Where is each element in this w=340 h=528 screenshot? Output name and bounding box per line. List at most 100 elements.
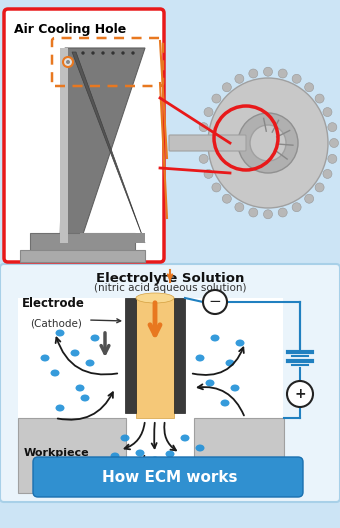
Ellipse shape xyxy=(278,69,287,78)
Polygon shape xyxy=(72,52,145,243)
Ellipse shape xyxy=(199,122,208,131)
Circle shape xyxy=(102,52,104,54)
Ellipse shape xyxy=(292,74,301,83)
Ellipse shape xyxy=(40,354,50,362)
Ellipse shape xyxy=(186,467,194,474)
Text: How ECM works: How ECM works xyxy=(102,469,238,485)
Polygon shape xyxy=(60,48,145,243)
Circle shape xyxy=(92,52,94,54)
FancyBboxPatch shape xyxy=(4,9,164,262)
Ellipse shape xyxy=(125,469,135,476)
Ellipse shape xyxy=(51,370,59,376)
Ellipse shape xyxy=(212,183,221,192)
Ellipse shape xyxy=(225,360,235,366)
FancyArrowPatch shape xyxy=(58,392,113,420)
Ellipse shape xyxy=(204,169,213,178)
Ellipse shape xyxy=(305,194,314,203)
Ellipse shape xyxy=(212,94,221,103)
FancyBboxPatch shape xyxy=(30,233,135,253)
Ellipse shape xyxy=(70,350,80,356)
Circle shape xyxy=(132,52,134,54)
Ellipse shape xyxy=(110,452,119,459)
Ellipse shape xyxy=(231,384,239,391)
Text: Workpiece: Workpiece xyxy=(24,448,90,458)
Ellipse shape xyxy=(198,138,206,147)
Text: (Cathode): (Cathode) xyxy=(30,318,82,328)
Text: (nitric acid aqueous solution): (nitric acid aqueous solution) xyxy=(94,283,246,293)
Ellipse shape xyxy=(199,154,208,163)
Ellipse shape xyxy=(81,394,89,401)
Circle shape xyxy=(66,60,70,64)
Ellipse shape xyxy=(264,210,272,219)
Ellipse shape xyxy=(136,449,144,457)
Ellipse shape xyxy=(305,83,314,92)
Ellipse shape xyxy=(323,108,332,117)
FancyArrowPatch shape xyxy=(198,384,244,416)
Circle shape xyxy=(122,52,124,54)
Ellipse shape xyxy=(55,329,65,336)
Ellipse shape xyxy=(329,138,339,147)
FancyBboxPatch shape xyxy=(18,418,126,493)
Circle shape xyxy=(112,52,114,54)
FancyBboxPatch shape xyxy=(18,298,283,493)
FancyBboxPatch shape xyxy=(174,298,185,413)
Circle shape xyxy=(250,125,286,161)
Ellipse shape xyxy=(323,169,332,178)
Polygon shape xyxy=(60,48,68,243)
FancyBboxPatch shape xyxy=(169,135,246,151)
FancyArrowPatch shape xyxy=(152,423,157,448)
Ellipse shape xyxy=(204,108,213,117)
Text: +: + xyxy=(294,387,306,401)
FancyBboxPatch shape xyxy=(33,457,303,497)
FancyArrowPatch shape xyxy=(130,456,144,475)
FancyArrowPatch shape xyxy=(193,347,244,375)
FancyArrowPatch shape xyxy=(56,337,117,374)
FancyArrowPatch shape xyxy=(164,423,176,450)
FancyBboxPatch shape xyxy=(0,264,340,502)
Ellipse shape xyxy=(264,67,272,76)
Ellipse shape xyxy=(205,380,215,386)
Ellipse shape xyxy=(249,69,258,78)
Ellipse shape xyxy=(315,183,324,192)
Ellipse shape xyxy=(195,445,204,451)
Ellipse shape xyxy=(222,194,231,203)
Ellipse shape xyxy=(55,404,65,411)
Ellipse shape xyxy=(136,293,174,303)
Circle shape xyxy=(287,381,313,407)
Ellipse shape xyxy=(166,450,174,457)
Ellipse shape xyxy=(328,154,337,163)
Text: Air Cooling Hole: Air Cooling Hole xyxy=(14,23,126,36)
Ellipse shape xyxy=(90,335,100,342)
FancyBboxPatch shape xyxy=(20,250,145,262)
Text: Electrode: Electrode xyxy=(22,297,85,310)
Circle shape xyxy=(238,113,298,173)
FancyBboxPatch shape xyxy=(194,418,284,493)
Ellipse shape xyxy=(235,74,244,83)
Ellipse shape xyxy=(120,435,130,441)
Text: Electrolyte Solution: Electrolyte Solution xyxy=(96,272,244,285)
Ellipse shape xyxy=(146,479,154,486)
FancyBboxPatch shape xyxy=(136,298,174,418)
Ellipse shape xyxy=(236,340,244,346)
Polygon shape xyxy=(80,233,145,243)
Text: −: − xyxy=(209,295,221,309)
Ellipse shape xyxy=(221,400,230,407)
Circle shape xyxy=(82,52,84,54)
Ellipse shape xyxy=(85,360,95,366)
Circle shape xyxy=(63,57,73,67)
Ellipse shape xyxy=(166,476,174,484)
Ellipse shape xyxy=(278,208,287,217)
Ellipse shape xyxy=(210,335,220,342)
Ellipse shape xyxy=(328,122,337,131)
FancyBboxPatch shape xyxy=(0,4,340,274)
Ellipse shape xyxy=(222,83,231,92)
FancyBboxPatch shape xyxy=(125,298,136,413)
Ellipse shape xyxy=(181,435,189,441)
Circle shape xyxy=(203,290,227,314)
Ellipse shape xyxy=(249,208,258,217)
Ellipse shape xyxy=(151,457,159,464)
Ellipse shape xyxy=(292,203,301,212)
Ellipse shape xyxy=(315,94,324,103)
Ellipse shape xyxy=(75,384,85,391)
FancyArrowPatch shape xyxy=(124,423,145,449)
